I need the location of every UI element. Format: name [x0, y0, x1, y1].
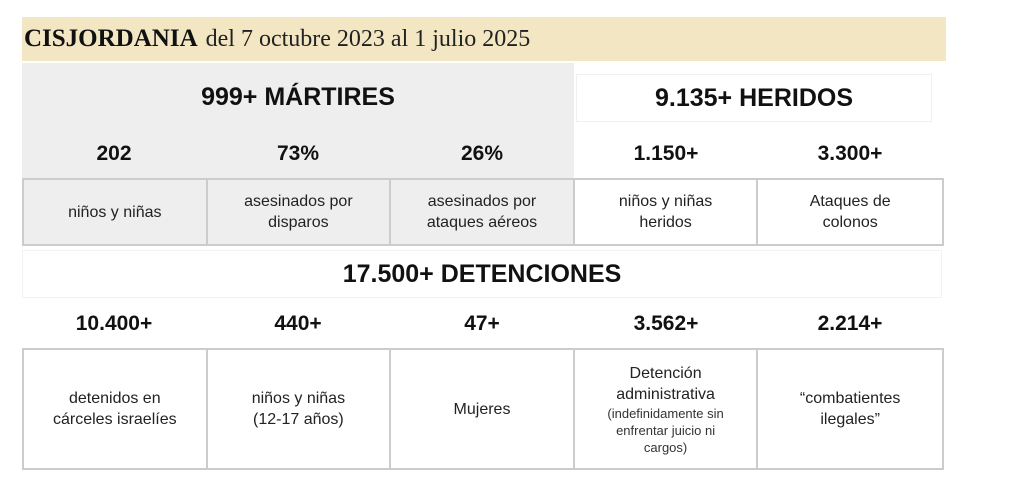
stat-value: 47+: [464, 312, 500, 335]
detenciones-heading: 17.500+ DETENCIONES: [22, 250, 942, 298]
stat-value: 10.400+: [75, 312, 153, 335]
heridos-heading: 9.135+ HERIDOS: [576, 74, 932, 122]
top-numbers-row: 202 73% 26% 1.150+ 3.300+: [22, 134, 942, 174]
stat-description: asesinados por ataques aéreos: [391, 180, 575, 244]
desc-note: cargos): [643, 439, 688, 455]
stat-description: “combatientes ilegales”: [758, 350, 942, 468]
desc-line: Ataques de: [809, 193, 891, 210]
desc-note: (indefinidamente sin: [607, 405, 724, 421]
desc-line: colonos: [822, 214, 878, 231]
stat-description: detenidos en cárceles israelíes: [24, 350, 208, 468]
desc-line: niños y niñas: [251, 390, 346, 407]
stat-description: asesinados por disparos: [207, 180, 392, 244]
stat-value: 3.300+: [817, 142, 883, 165]
stat-description: Mujeres: [391, 350, 575, 468]
stat-description: niños y niñas heridos: [575, 180, 759, 244]
desc-line: administrativa: [616, 385, 715, 403]
desc-line: heridos: [639, 214, 692, 231]
martires-background: [22, 63, 574, 178]
stat-value: 3.562+: [633, 312, 699, 335]
stat-description: Detención administrativa (indefinidament…: [575, 350, 759, 468]
stat-value: 2.214+: [817, 312, 883, 335]
desc-line: Detención: [629, 364, 702, 382]
stat-value: 26%: [460, 142, 504, 165]
desc-line: niños y niñas: [68, 203, 162, 221]
region-title: CISJORDANIA: [24, 25, 198, 52]
desc-line: detenidos en: [68, 390, 161, 407]
desc-line: ataques aéreos: [426, 214, 538, 231]
stat-value: 1.150+: [633, 142, 699, 165]
martires-heading: 999+ MÁRTIRES: [201, 82, 395, 111]
desc-line: ilegales”: [820, 411, 880, 428]
desc-line: asesinados por: [427, 193, 537, 210]
desc-line: “combatientes: [799, 390, 901, 407]
stat-value: 202: [96, 142, 132, 165]
stat-description: Ataques de colonos: [758, 180, 942, 244]
desc-line: cárceles israelíes: [52, 411, 177, 428]
desc-line: disparos: [268, 214, 329, 231]
stat-description: niños y niñas (12-17 años): [208, 350, 392, 468]
period-subtitle: del 7 octubre 2023 al 1 julio 2025: [205, 25, 531, 52]
desc-line: Mujeres: [453, 400, 511, 418]
stat-description: niños y niñas: [24, 180, 208, 244]
stat-value: 73%: [276, 142, 320, 165]
desc-line: (12-17 años): [253, 411, 344, 428]
desc-line: niños y niñas: [618, 193, 713, 210]
desc-note: enfrentar juicio ni: [616, 422, 716, 438]
title-bar: CISJORDANIA del 7 octubre 2023 al 1 juli…: [22, 17, 946, 61]
bottom-numbers-row: 10.400+ 440+ 47+ 3.562+ 2.214+: [22, 304, 942, 344]
desc-line: asesinados por: [244, 193, 353, 210]
bottom-descriptions-row: detenidos en cárceles israelíes niños y …: [22, 348, 944, 470]
stat-value: 440+: [274, 312, 322, 335]
top-descriptions-row: niños y niñas asesinados por disparos as…: [22, 178, 944, 246]
